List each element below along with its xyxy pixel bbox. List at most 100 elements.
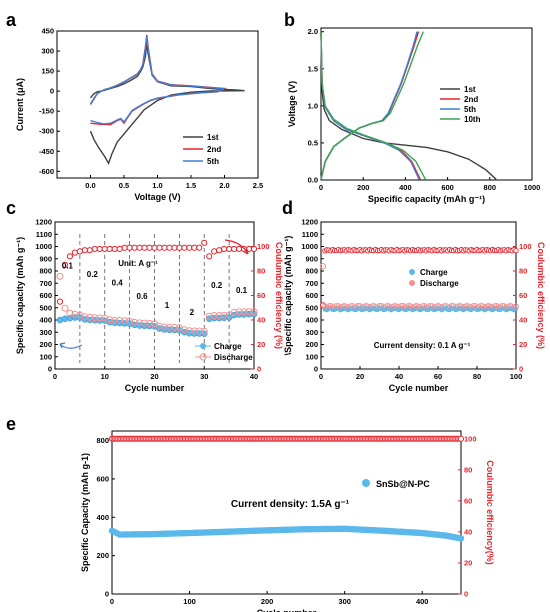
series-line-1st-4	[320, 31, 419, 180]
x-tick-label: 30	[200, 372, 208, 381]
efficiency-point	[86, 247, 93, 254]
efficiency-point	[101, 245, 108, 253]
chart-panel-e: 01002003004000200400600800Cycle numberSp…	[80, 430, 495, 612]
x-axis-label: Specific capacity (mAh g⁻¹)	[368, 194, 485, 204]
arrow-to-right-axis	[224, 239, 249, 255]
legend-label-discharge: Discharge	[420, 279, 459, 288]
discharge-point	[180, 326, 188, 334]
y-tick-label: 500	[305, 303, 318, 312]
y-tick-label: -450	[39, 147, 54, 156]
y2-tick-label: 0	[257, 365, 261, 374]
current-density-annotation: Current density: 0.1 A g⁻¹	[374, 341, 471, 350]
y2-tick-label: 20	[519, 340, 527, 349]
efficiency-point	[141, 244, 148, 251]
discharge-point	[165, 323, 173, 331]
efficiency-point	[171, 244, 178, 251]
discharge-point	[61, 304, 69, 312]
x-tick-label: 0.5	[119, 181, 129, 190]
discharge-point	[91, 314, 99, 322]
x-tick-label: 0	[53, 372, 57, 381]
y-tick-label: 400	[96, 513, 109, 522]
legend-label-1st: 1st	[464, 85, 476, 94]
y-axis-label: Specific Capacity (mAh g-1)	[80, 453, 90, 572]
legend-label-2nd: 2nd	[207, 145, 221, 154]
efficiency-point	[457, 435, 465, 442]
discharge-point	[185, 327, 193, 335]
x-tick-label: 200	[357, 183, 370, 192]
efficiency-point	[66, 253, 74, 260]
legend-marker-charge	[409, 269, 415, 275]
y-tick-label: 700	[39, 279, 52, 288]
y-tick-label: 400	[305, 316, 318, 325]
discharge-point	[155, 322, 163, 330]
efficiency-point	[116, 245, 123, 253]
y-tick-label: 300	[39, 328, 52, 337]
y-tick-label: 0.0	[308, 176, 318, 185]
efficiency-point	[513, 247, 519, 254]
chart-panel-c: 0 10 20 30 400100200300400500600700800900100…	[15, 218, 284, 394]
discharge-point	[205, 312, 213, 320]
y-axis-label: Current (μA)	[15, 78, 25, 131]
y-axis-label: Voltage (V)	[287, 81, 297, 127]
current-density-annotation: Current density: 1.5A g⁻¹	[231, 499, 350, 510]
rate-label: 0.2	[87, 270, 99, 279]
series-line-10th-3	[320, 31, 427, 180]
efficiency-point	[235, 245, 243, 253]
y-tick-label: 1000	[301, 242, 318, 251]
legend-label-1st: 1st	[207, 133, 219, 142]
y-tick-label: 900	[305, 254, 318, 263]
rate-label: 0.2	[211, 281, 223, 290]
arrow-head-right	[243, 248, 249, 255]
y-axis-label: Specific capacity (mAh g⁻¹)	[15, 237, 25, 354]
discharge-point	[513, 303, 519, 310]
efficiency-point	[136, 244, 143, 251]
y2-tick-label: 60	[257, 291, 265, 300]
y-tick-label: 0	[314, 365, 318, 374]
y-tick-label: 0	[50, 87, 54, 96]
panel-label-a: a	[6, 10, 17, 30]
legend-marker	[362, 479, 370, 487]
efficiency-point	[250, 245, 258, 253]
x-tick-label: 10	[101, 372, 109, 381]
y2-tick-label: 40	[519, 316, 527, 325]
y2-tick-label: 100	[257, 242, 270, 251]
efficiency-point	[161, 244, 168, 251]
y-tick-label: 2.0	[308, 27, 318, 36]
discharge-point	[81, 313, 89, 321]
x-tick-label: 1.5	[186, 181, 196, 190]
series-line-5th-6	[320, 31, 418, 180]
y-axis-label: \Specific capacity (mAh g⁻¹)	[283, 236, 293, 356]
chart-panel-a: 0.0 0.5 1.0 1.5 2.0 2.5 -600 -450 -300 -150 0 150 30…	[15, 27, 263, 203]
discharge-point	[210, 312, 218, 320]
y-tick-label: 450	[41, 27, 54, 36]
efficiency-point	[206, 253, 213, 260]
efficiency-point	[186, 244, 193, 251]
efficiency-point	[226, 245, 233, 253]
discharge-point	[131, 318, 139, 326]
efficiency-point	[71, 249, 79, 256]
efficiency-point	[191, 244, 198, 251]
y-tick-label: 200	[39, 340, 52, 349]
efficiency-point	[216, 247, 223, 254]
legend-label-2nd: 2nd	[464, 95, 478, 104]
x-tick-label: 1000	[524, 183, 541, 192]
discharge-point	[56, 272, 64, 280]
discharge-point	[136, 319, 144, 327]
y2-tick-label: 80	[257, 267, 265, 276]
y-tick-label: 300	[305, 328, 318, 337]
rate-label: 0.1	[236, 286, 248, 295]
legend-marker-charge	[200, 343, 206, 349]
discharge-point	[170, 324, 178, 332]
rate-label: 2	[190, 308, 195, 317]
x-tick-label: 100	[183, 597, 196, 606]
y-tick-label: 800	[96, 436, 109, 445]
capacity-point	[457, 535, 465, 542]
plot-frame	[320, 27, 533, 181]
efficiency-point	[91, 245, 98, 253]
efficiency-point	[106, 245, 113, 253]
x-tick-label: 20	[150, 372, 158, 381]
discharge-point	[215, 312, 223, 320]
x-tick-label: 2.5	[253, 181, 263, 190]
x-tick-label: 0.0	[85, 181, 95, 190]
y-tick-label: 200	[305, 340, 318, 349]
